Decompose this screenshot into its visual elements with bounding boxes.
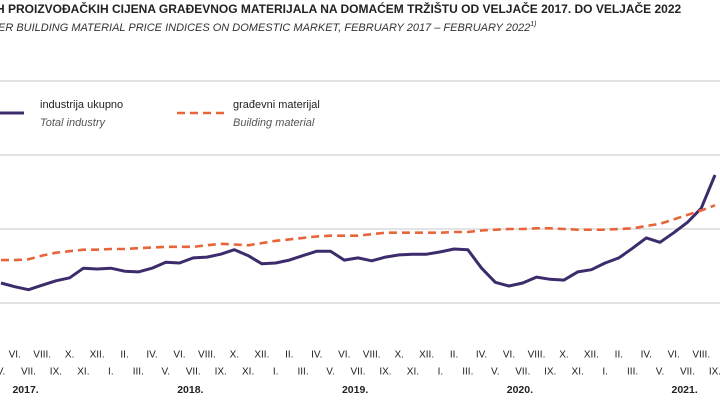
x-tick-label: XI. bbox=[77, 367, 89, 378]
chart-subtitle: ER BUILDING MATERIAL PRICE INDICES ON DO… bbox=[0, 22, 530, 34]
x-tick-label: VI. bbox=[338, 350, 350, 361]
x-tick-label: V. bbox=[161, 367, 170, 378]
x-tick-label: X. bbox=[230, 350, 239, 361]
x-tick-label: XI. bbox=[407, 367, 419, 378]
x-tick-label: XI. bbox=[242, 367, 254, 378]
x-tick-label: IX. bbox=[709, 367, 720, 378]
x-tick-label: VII. bbox=[680, 367, 695, 378]
x-tick-label: III. bbox=[297, 367, 308, 378]
x-tick-label: IX. bbox=[215, 367, 227, 378]
year-label: 2021. bbox=[671, 384, 697, 396]
subtitle-note: 1) bbox=[530, 21, 536, 28]
x-tick-label: IX. bbox=[50, 367, 62, 378]
x-tick-label: I. bbox=[602, 367, 608, 378]
x-tick-label: VI. bbox=[503, 350, 515, 361]
x-tick-label: XII. bbox=[419, 350, 434, 361]
x-tick-label: II. bbox=[615, 350, 623, 361]
x-tick-label: I. bbox=[273, 367, 279, 378]
x-tick-label: III. bbox=[462, 367, 473, 378]
year-label: 2019. bbox=[342, 384, 368, 396]
x-tick-label: V. bbox=[326, 367, 335, 378]
year-label: 2018. bbox=[177, 384, 203, 396]
x-tick-label: III. bbox=[133, 367, 144, 378]
x-tick-label: IV. bbox=[476, 350, 487, 361]
legend-label: industrija ukupno bbox=[40, 99, 123, 111]
x-tick-label: VII. bbox=[21, 367, 36, 378]
x-tick-label: VIII. bbox=[198, 350, 216, 361]
x-tick-label: IV. bbox=[641, 350, 652, 361]
x-tick-label: V. bbox=[0, 367, 5, 378]
x-tick-label: IV. bbox=[311, 350, 322, 361]
x-tick-label: IX. bbox=[379, 367, 391, 378]
x-tick-label: V. bbox=[656, 367, 665, 378]
x-tick-label: X. bbox=[65, 350, 74, 361]
x-tick-label: IX. bbox=[544, 367, 556, 378]
x-tick-label: III. bbox=[627, 367, 638, 378]
x-tick-label: I. bbox=[108, 367, 114, 378]
x-tick-label: I. bbox=[438, 367, 444, 378]
series-line bbox=[0, 174, 717, 292]
x-tick-label: II. bbox=[285, 350, 293, 361]
x-tick-label: VI. bbox=[9, 350, 21, 361]
legend-label-en: Total industry bbox=[40, 117, 107, 129]
x-tick-label: VIII. bbox=[33, 350, 51, 361]
x-tick-label: VII. bbox=[186, 367, 201, 378]
x-tick-label: IV. bbox=[146, 350, 157, 361]
x-tick-label: XII. bbox=[90, 350, 105, 361]
series-line bbox=[1, 204, 716, 262]
legend-label: građevni materijal bbox=[233, 99, 320, 111]
x-tick-label: VII. bbox=[515, 367, 530, 378]
x-tick-label: II. bbox=[120, 350, 128, 361]
x-tick-label: XII. bbox=[584, 350, 599, 361]
chart-title: H PROIZVOĐAČKIH CIJENA GRAĐEVNOG MATERIJ… bbox=[0, 1, 682, 16]
legend-label-en: Building material bbox=[233, 117, 315, 129]
x-tick-label: VIII. bbox=[528, 350, 546, 361]
x-tick-label: VI. bbox=[668, 350, 680, 361]
x-tick-label: XII. bbox=[254, 350, 269, 361]
x-tick-label: VI. bbox=[173, 350, 185, 361]
year-label: 2020. bbox=[507, 384, 533, 396]
chart-subtitle-line: ER BUILDING MATERIAL PRICE INDICES ON DO… bbox=[0, 21, 536, 34]
x-tick-label: VIII. bbox=[692, 350, 710, 361]
x-tick-label: XI. bbox=[572, 367, 584, 378]
x-tick-label: VIII. bbox=[363, 350, 381, 361]
x-tick-label: II. bbox=[450, 350, 458, 361]
x-tick-label: X. bbox=[559, 350, 568, 361]
x-tick-label: X. bbox=[394, 350, 403, 361]
x-tick-label: V. bbox=[491, 367, 500, 378]
x-tick-label: VII. bbox=[350, 367, 365, 378]
year-label: 2017. bbox=[12, 384, 38, 396]
